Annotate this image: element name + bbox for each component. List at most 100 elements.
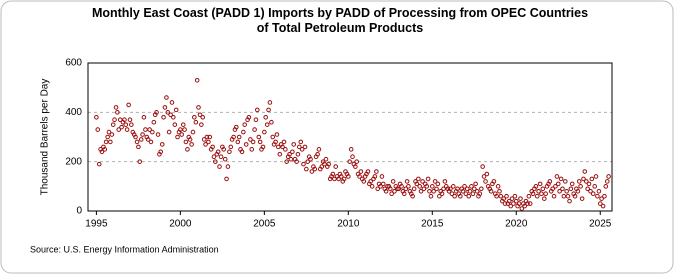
point — [158, 149, 164, 155]
point — [365, 169, 371, 174]
point — [102, 147, 108, 152]
point — [527, 201, 533, 206]
point — [547, 179, 553, 184]
point — [565, 193, 571, 199]
point — [396, 186, 402, 192]
point — [347, 159, 352, 164]
point — [348, 147, 354, 152]
point — [564, 188, 569, 194]
point — [200, 114, 206, 120]
point — [105, 134, 110, 140]
point — [137, 159, 143, 164]
point — [354, 159, 360, 164]
point — [554, 174, 560, 179]
point — [553, 184, 558, 189]
point — [304, 166, 309, 172]
point — [183, 139, 189, 145]
point — [298, 139, 304, 145]
point — [210, 144, 215, 150]
point — [353, 164, 358, 169]
point — [308, 156, 313, 162]
point — [182, 127, 187, 132]
point — [474, 188, 480, 194]
point — [274, 132, 280, 137]
point — [511, 201, 516, 206]
point — [473, 181, 478, 187]
point — [162, 105, 168, 110]
point — [488, 188, 494, 194]
point — [199, 122, 204, 127]
point — [126, 102, 131, 108]
point — [560, 186, 565, 192]
point — [148, 139, 154, 145]
point — [248, 137, 253, 142]
point — [498, 193, 504, 199]
point — [602, 193, 607, 199]
point — [151, 119, 157, 125]
point — [206, 139, 211, 145]
point — [179, 132, 185, 137]
point — [192, 114, 197, 120]
point — [280, 144, 285, 150]
point — [323, 156, 329, 162]
y-tick-label: 200 — [65, 156, 82, 167]
point — [299, 147, 305, 152]
point — [416, 176, 421, 182]
point — [254, 107, 260, 113]
point — [513, 198, 519, 204]
point — [138, 137, 144, 142]
point — [117, 117, 123, 123]
point — [502, 201, 508, 206]
point — [581, 176, 586, 182]
point — [368, 179, 373, 184]
point — [134, 139, 140, 145]
chart-title: Monthly East Coast (PADD 1) Imports by P… — [92, 6, 588, 35]
point — [406, 184, 411, 189]
point — [256, 134, 262, 140]
point — [388, 186, 393, 192]
point — [525, 201, 530, 206]
point — [427, 188, 432, 194]
point — [550, 186, 556, 192]
point — [383, 188, 389, 194]
point — [288, 156, 294, 162]
point — [403, 186, 409, 192]
point — [576, 179, 582, 184]
point — [266, 107, 271, 113]
point — [175, 134, 180, 140]
point — [469, 184, 474, 189]
point — [385, 184, 390, 189]
point — [350, 154, 355, 160]
point — [110, 122, 116, 127]
point — [290, 149, 295, 155]
point — [540, 186, 546, 192]
point — [537, 181, 543, 187]
point — [411, 186, 417, 192]
point — [178, 127, 183, 132]
point — [508, 203, 514, 209]
point — [584, 179, 589, 184]
point — [283, 147, 288, 152]
point — [390, 179, 396, 184]
point — [155, 132, 161, 137]
point — [301, 161, 306, 167]
point — [294, 159, 299, 164]
point — [551, 193, 557, 199]
point — [227, 149, 232, 155]
point — [122, 117, 127, 123]
point — [204, 134, 210, 140]
point — [449, 191, 455, 197]
y-tick-label: 0 — [76, 206, 82, 217]
x-tick-label: 1995 — [85, 219, 108, 230]
point — [435, 181, 441, 187]
point — [319, 164, 325, 169]
point — [196, 105, 201, 110]
point — [168, 112, 173, 118]
point — [483, 179, 488, 184]
point — [420, 179, 425, 184]
point — [432, 179, 438, 184]
point — [217, 164, 222, 169]
point — [369, 184, 375, 189]
point — [586, 181, 592, 187]
plot-area — [87, 62, 613, 212]
